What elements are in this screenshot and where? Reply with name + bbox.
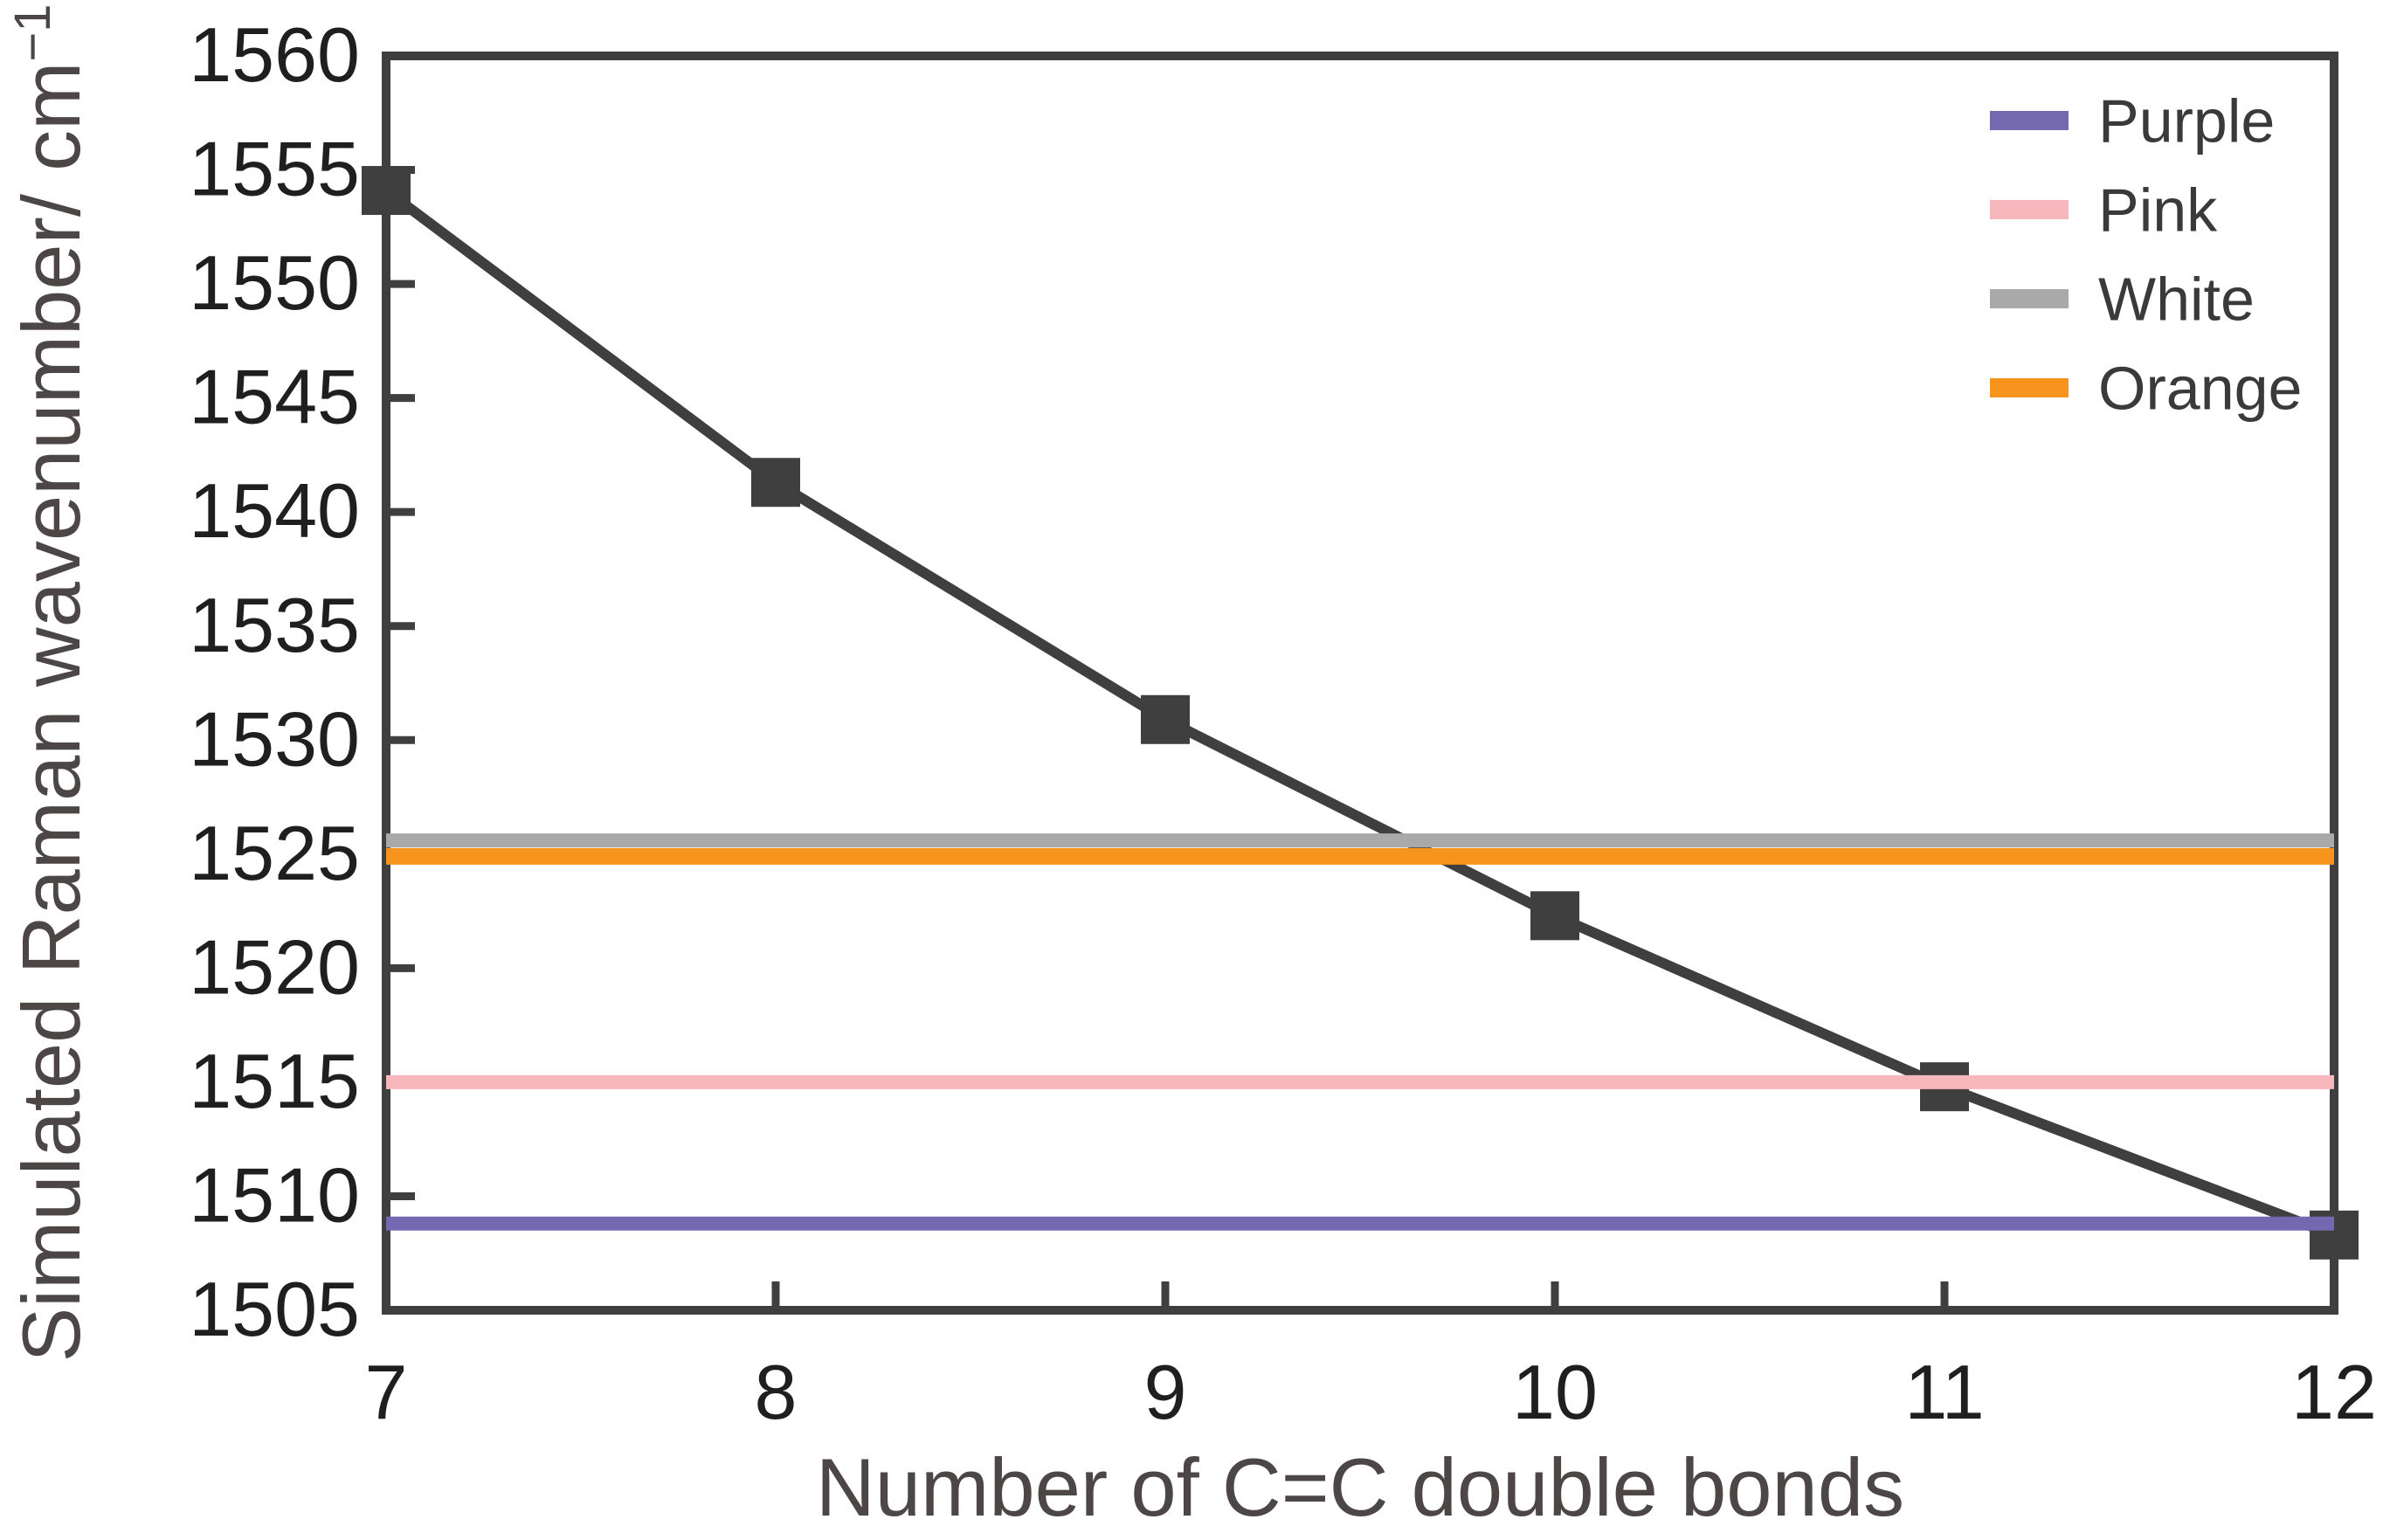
x-axis-title: Number of C=C double bonds [816,1441,1904,1533]
data-line [383,186,2337,1240]
y-axis-tick-label: 1545 [189,354,360,440]
x-axis-tick-label: 9 [1144,1349,1187,1435]
data-point-marker [751,458,800,508]
legend-label-pink: Pink [2098,176,2218,245]
data-point-marker [1530,891,1579,941]
x-axis-tick-label: 12 [2291,1349,2377,1435]
data-point-marker [1141,694,1190,744]
y-axis-tick-label: 1560 [189,11,360,98]
legend-label-white: White [2098,266,2255,334]
y-axis-tick-label: 1525 [189,810,360,896]
y-axis-tick-label: 1515 [189,1038,360,1124]
y-axis-tick-label: 1555 [189,126,360,212]
y-axis-tick-label: 1535 [189,582,360,668]
y-axis-title-text: Simulated Raman wavenumber/ cm [5,62,97,1363]
y-axis-tick-label: 1550 [189,239,360,326]
x-axis-tick-label: 8 [755,1349,798,1435]
y-axis-tick-label: 1510 [189,1151,360,1238]
x-axis-tick-label: 7 [365,1349,408,1435]
x-axis-tick-label: 11 [1904,1349,1984,1435]
legend-label-orange: Orange [2098,355,2302,423]
data-point-marker [362,166,411,216]
plot-frame [382,52,2338,1315]
y-axis-tick-label: 1520 [189,923,360,1010]
y-axis-tick-label: 1505 [189,1266,360,1352]
x-axis-tick-label: 10 [1512,1349,1598,1435]
legend-label-purple: Purple [2098,87,2275,155]
y-axis-tick-label: 1530 [189,695,360,782]
y-axis-title-superscript: −1 [4,3,61,61]
y-axis-title: Simulated Raman wavenumber/ cm−1 [4,3,97,1362]
y-axis-tick-label: 1540 [189,467,360,554]
